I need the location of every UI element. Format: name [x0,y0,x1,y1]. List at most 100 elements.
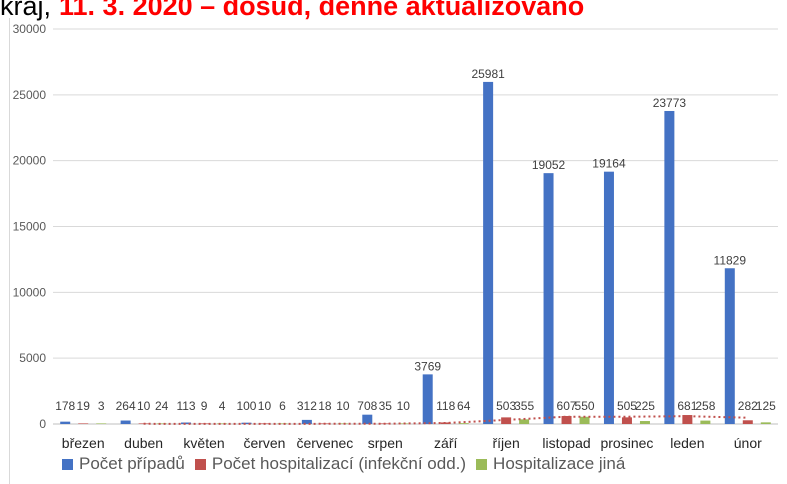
data-label: 3 [98,399,105,413]
data-label: 19164 [592,157,626,171]
data-label: 9 [201,399,208,413]
data-label: 3769 [414,359,441,373]
data-label: 23773 [653,96,687,110]
data-label: 19 [77,399,91,413]
bar-hosp-other [639,421,650,424]
bar-cases [60,421,71,424]
bar-cases [422,374,433,424]
trendline [143,415,748,425]
bar-hosp-other [96,423,107,424]
bar-hosp-other [277,423,288,424]
bar-cases [362,414,373,424]
data-label: 4 [219,399,226,413]
title-prefix: kraj, [0,0,52,21]
bar-cases [664,110,675,424]
y-tick-label: 5000 [19,351,46,365]
data-label: 258 [695,399,715,413]
data-label: 10 [258,399,272,413]
data-label: 19052 [532,158,566,172]
legend-label: Počet případů [79,454,185,473]
bar-cases [241,422,252,424]
y-tick-label: 20000 [13,154,47,168]
y-tick-label: 10000 [13,285,47,299]
y-tick-label: 25000 [13,88,47,102]
bar-hosp-other [760,422,771,424]
data-label: 681 [677,399,697,413]
chart-legend: Počet případů Počet hospitalizací (infekč… [62,453,635,475]
data-label: 225 [635,399,655,413]
y-tick-label: 0 [39,417,46,431]
legend-label: Hospitalizace jiná [493,454,626,473]
data-label: 708 [357,399,377,413]
x-tick-label: listopad [542,435,590,451]
bar-hosp-other [217,423,228,424]
x-tick-label: únor [734,435,762,451]
x-tick-label: květen [183,435,224,451]
legend-swatch [62,458,73,470]
y-tick-label: 30000 [13,22,47,36]
bar-hosp-infect [440,422,451,424]
data-label: 6 [279,399,286,413]
x-tick-label: prosinec [600,435,653,451]
legend-item: Hospitalizace jiná [476,454,625,474]
data-label: 282 [738,399,758,413]
bar-hosp-other [519,419,530,424]
data-label: 312 [297,399,317,413]
x-tick-label: duben [124,435,163,451]
bar-hosp-infect [621,417,632,424]
title-highlight: 11. 3. 2020 – dosud, denně aktualizováno [59,0,585,21]
data-label: 18 [318,399,332,413]
bar-cases [181,422,192,424]
bar-hosp-other [337,423,348,424]
x-tick-label: červen [243,435,285,451]
bar-hosp-other [579,416,590,424]
legend-item: Počet případů [62,454,185,474]
y-tick-label: 15000 [13,220,47,234]
legend-item: Počet hospitalizací (infekční odd.) [194,454,467,474]
data-label: 100 [236,399,256,413]
bar-hosp-other [700,420,711,424]
data-label: 118 [436,399,455,413]
data-label: 355 [514,399,534,413]
legend-label: Počet hospitalizací (infekční odd.) [211,454,467,473]
legend-swatch [194,458,206,470]
chart-frame [9,18,780,484]
bar-hosp-infect [682,415,693,424]
bar-hosp-infect [561,416,572,424]
data-label: 505 [617,399,637,413]
x-tick-label: říjen [493,435,520,451]
x-tick-label: březen [62,435,105,451]
data-label: 550 [575,399,595,413]
legend-swatch [476,458,488,470]
x-tick-label: září [434,435,457,451]
data-label: 35 [379,399,393,413]
data-label: 125 [756,399,776,413]
data-label: 10 [397,399,411,413]
data-label: 10 [336,399,350,413]
bar-hosp-other [398,423,409,424]
data-label: 503 [496,399,516,413]
bar-cases [543,173,554,424]
bar-cases [483,81,494,424]
x-tick-label: srpen [368,435,403,451]
data-label: 11829 [714,253,747,267]
chart-title: kraj, 11. 3. 2020 – dosud, denně aktualiz… [0,0,584,21]
bar-cases [603,171,614,424]
bar-hosp-other [156,423,167,424]
bar-hosp-other [458,423,469,424]
data-label: 178 [55,399,75,413]
bar-cases [120,420,131,424]
bar-hosp-infect [501,417,512,424]
x-tick-label: červenec [296,435,353,451]
x-tick-label: leden [670,435,704,451]
data-label: 64 [457,399,471,413]
data-label: 113 [176,399,195,413]
data-label: 264 [116,399,136,413]
data-label: 607 [557,399,577,413]
bar-hosp-infect [78,423,89,424]
data-label: 25981 [471,67,505,81]
bar-hosp-infect [742,420,753,424]
data-label: 24 [155,399,169,413]
